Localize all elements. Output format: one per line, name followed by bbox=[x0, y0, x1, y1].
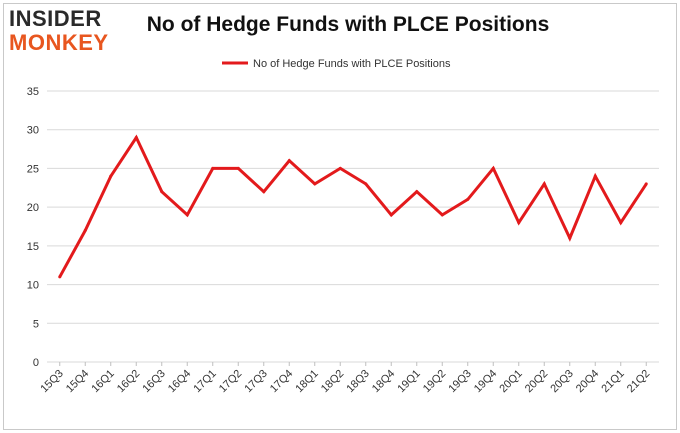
x-axis-ticks: 15Q315Q416Q116Q216Q316Q417Q117Q217Q317Q4… bbox=[38, 362, 652, 395]
x-tick-label: 18Q1 bbox=[293, 368, 321, 396]
data-point bbox=[415, 190, 419, 194]
data-point bbox=[338, 166, 342, 170]
chart-title: No of Hedge Funds with PLCE Positions bbox=[146, 13, 550, 36]
data-point bbox=[58, 275, 62, 279]
logo-line-1: INSIDER bbox=[9, 6, 102, 31]
x-tick-label: 19Q2 bbox=[421, 368, 449, 396]
data-point bbox=[185, 213, 189, 217]
x-tick-label: 20Q4 bbox=[574, 368, 602, 396]
legend-label: No of Hedge Funds with PLCE Positions bbox=[253, 58, 451, 70]
data-point bbox=[593, 174, 597, 178]
gridlines bbox=[47, 90, 659, 363]
x-tick-label: 20Q3 bbox=[548, 368, 576, 396]
y-tick-label: 30 bbox=[27, 125, 39, 137]
data-point bbox=[440, 213, 444, 217]
x-tick-label: 17Q1 bbox=[191, 368, 219, 396]
y-axis-ticks: 0 5 10 15 20 25 30 35 bbox=[27, 86, 39, 369]
data-point bbox=[568, 236, 572, 240]
data-point bbox=[236, 166, 240, 170]
y-tick-label: 20 bbox=[27, 202, 39, 214]
x-tick-label: 17Q2 bbox=[217, 368, 245, 396]
y-tick-label: 0 bbox=[33, 357, 39, 369]
x-tick-label: 16Q3 bbox=[140, 368, 168, 396]
data-point bbox=[364, 182, 368, 186]
data-point bbox=[262, 190, 266, 194]
legend: No of Hedge Funds with PLCE Positions bbox=[222, 58, 451, 70]
insider-monkey-logo: INSIDER MONKEY bbox=[9, 8, 127, 56]
data-point bbox=[466, 197, 470, 201]
data-point bbox=[313, 182, 317, 186]
y-tick-label: 35 bbox=[27, 86, 39, 98]
x-tick-label: 20Q1 bbox=[497, 368, 525, 396]
x-tick-label: 18Q4 bbox=[370, 368, 398, 396]
data-point bbox=[83, 228, 87, 232]
x-tick-label: 16Q1 bbox=[89, 368, 117, 396]
x-tick-label: 15Q4 bbox=[64, 368, 92, 396]
data-point bbox=[389, 213, 393, 217]
x-tick-label: 18Q3 bbox=[344, 368, 372, 396]
x-tick-label: 20Q2 bbox=[523, 368, 551, 396]
series-line bbox=[58, 134, 648, 278]
x-tick-label: 17Q3 bbox=[242, 368, 270, 396]
x-tick-label: 16Q4 bbox=[166, 368, 194, 396]
y-tick-label: 25 bbox=[27, 163, 39, 175]
data-point bbox=[287, 159, 291, 163]
data-point bbox=[644, 182, 648, 186]
series-group bbox=[58, 134, 648, 279]
x-tick-label: 19Q3 bbox=[446, 368, 474, 396]
data-point bbox=[160, 190, 164, 194]
chart-frame bbox=[3, 3, 677, 430]
data-point bbox=[134, 135, 138, 139]
x-tick-label: 15Q3 bbox=[38, 368, 66, 396]
x-tick-label: 19Q4 bbox=[472, 368, 500, 396]
data-point bbox=[542, 182, 546, 186]
data-point bbox=[491, 166, 495, 170]
y-tick-label: 15 bbox=[27, 241, 39, 253]
data-point bbox=[517, 221, 521, 225]
y-tick-label: 5 bbox=[33, 318, 39, 330]
x-tick-label: 18Q2 bbox=[319, 368, 347, 396]
x-tick-label: 16Q2 bbox=[115, 368, 143, 396]
data-point bbox=[619, 221, 623, 225]
data-point bbox=[211, 166, 215, 170]
x-tick-label: 17Q4 bbox=[268, 368, 296, 396]
data-point bbox=[109, 174, 113, 178]
x-tick-label: 21Q1 bbox=[599, 368, 627, 396]
x-tick-label: 21Q2 bbox=[625, 368, 653, 396]
x-tick-label: 19Q1 bbox=[395, 368, 423, 396]
y-tick-label: 10 bbox=[27, 280, 39, 292]
logo-line-2: MONKEY bbox=[9, 30, 109, 55]
